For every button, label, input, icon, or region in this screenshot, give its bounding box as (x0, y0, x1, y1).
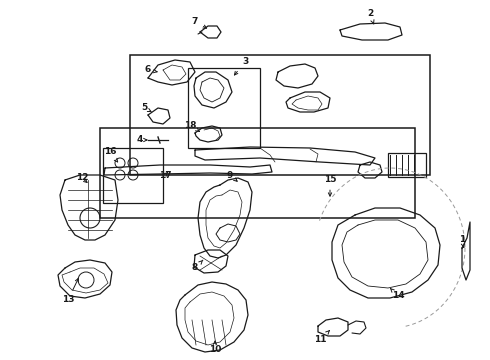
Bar (130, 55, 430, 175)
Text: 16: 16 (104, 148, 118, 162)
Text: 2: 2 (367, 9, 374, 24)
Text: 13: 13 (62, 279, 78, 305)
Text: 5: 5 (141, 104, 151, 112)
Bar (188, 68, 260, 148)
Text: 6: 6 (145, 66, 157, 75)
Text: 8: 8 (192, 260, 203, 273)
Text: 11: 11 (314, 330, 329, 345)
Text: 14: 14 (391, 289, 404, 301)
Text: 4: 4 (137, 135, 147, 144)
Bar (103, 148, 163, 203)
Bar (100, 128, 415, 218)
Text: 15: 15 (324, 175, 336, 196)
Text: 17: 17 (159, 171, 171, 180)
Text: 7: 7 (192, 18, 207, 28)
Text: 18: 18 (184, 121, 199, 131)
Text: 1: 1 (459, 235, 465, 247)
Text: 9: 9 (227, 171, 237, 181)
Text: 12: 12 (76, 174, 88, 183)
Text: 10: 10 (209, 341, 221, 355)
Text: 3: 3 (234, 58, 248, 75)
Bar (388, 153, 426, 177)
